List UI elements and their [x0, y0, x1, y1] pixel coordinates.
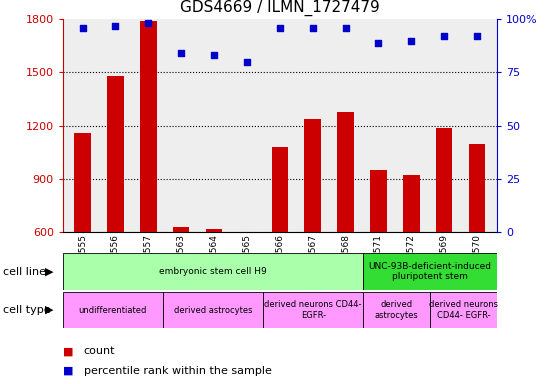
- Bar: [263, 292, 363, 328]
- Text: cell type: cell type: [3, 305, 50, 315]
- Text: embryonic stem cell H9: embryonic stem cell H9: [159, 267, 267, 276]
- Bar: [363, 253, 497, 290]
- Text: ▶: ▶: [45, 266, 54, 277]
- Text: derived
astrocytes: derived astrocytes: [375, 300, 419, 320]
- Text: derived neurons CD44-
EGFR-: derived neurons CD44- EGFR-: [264, 300, 362, 320]
- Bar: [173, 227, 189, 232]
- Bar: [163, 292, 263, 328]
- Bar: [430, 292, 497, 328]
- Point: [374, 40, 383, 46]
- Point: [440, 33, 449, 39]
- Bar: [107, 76, 123, 232]
- Point: [407, 38, 416, 44]
- Bar: [63, 253, 363, 290]
- Bar: [436, 127, 453, 232]
- Point: [177, 50, 186, 56]
- Title: GDS4669 / ILMN_1727479: GDS4669 / ILMN_1727479: [180, 0, 379, 17]
- Bar: [337, 112, 354, 232]
- Point: [210, 52, 218, 58]
- Point: [276, 25, 284, 31]
- Bar: [403, 175, 419, 232]
- Text: ■: ■: [63, 366, 73, 376]
- Text: ■: ■: [63, 346, 73, 356]
- Point: [308, 25, 317, 31]
- Text: UNC-93B-deficient-induced
pluripotent stem: UNC-93B-deficient-induced pluripotent st…: [369, 262, 491, 281]
- Bar: [469, 144, 485, 232]
- Bar: [305, 119, 321, 232]
- Bar: [370, 170, 387, 232]
- Text: count: count: [84, 346, 115, 356]
- Point: [144, 20, 153, 26]
- Bar: [140, 21, 157, 232]
- Point: [341, 25, 350, 31]
- Text: derived neurons
CD44- EGFR-: derived neurons CD44- EGFR-: [429, 300, 498, 320]
- Point: [111, 23, 120, 29]
- Text: ▶: ▶: [45, 305, 54, 315]
- Point: [78, 25, 87, 31]
- Point: [473, 33, 482, 39]
- Bar: [74, 133, 91, 232]
- Bar: [271, 147, 288, 232]
- Text: percentile rank within the sample: percentile rank within the sample: [84, 366, 271, 376]
- Bar: [363, 292, 430, 328]
- Text: undifferentiated: undifferentiated: [79, 306, 147, 314]
- Text: derived astrocytes: derived astrocytes: [174, 306, 252, 314]
- Point: [242, 59, 251, 65]
- Bar: [63, 292, 163, 328]
- Text: cell line: cell line: [3, 266, 46, 277]
- Bar: [206, 229, 222, 232]
